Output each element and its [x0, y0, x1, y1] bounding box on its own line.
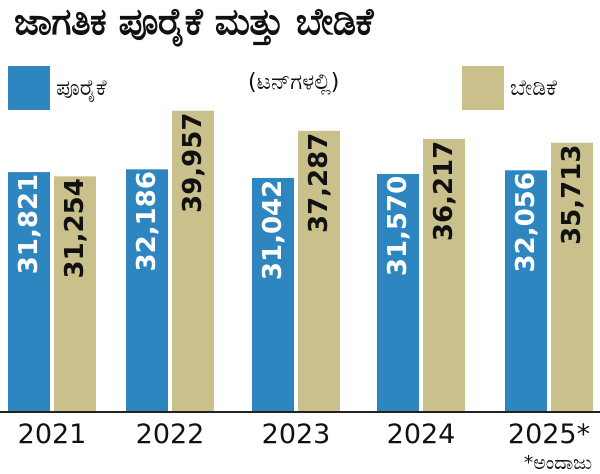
- footnote: *ಅಂದಾಜು: [523, 452, 592, 474]
- x-tick-label-2024: 2024: [387, 419, 456, 450]
- legend-supply: ಪೂರೈಕೆ: [8, 66, 107, 110]
- demand-bar-2025*: [551, 142, 593, 412]
- demand-bar-2022: [172, 110, 214, 413]
- supply-value-label-2023: 31,042: [258, 180, 288, 280]
- legend-swatch-supply: [8, 66, 50, 110]
- demand-value-label-2025*: 35,713: [557, 145, 587, 245]
- chart-subtitle: (ಟನ್‌ಗಳಲ್ಲಿ): [248, 70, 340, 95]
- legend-demand: ಬೇಡಿಕೆ: [462, 66, 557, 110]
- supply-bar-2021: [8, 172, 50, 412]
- x-tick-label-2022: 2022: [136, 419, 205, 450]
- x-tick-label-2025*: 2025*: [508, 419, 590, 450]
- supply-value-label-2021: 31,821: [14, 174, 44, 274]
- supply-bar-2022: [126, 169, 168, 412]
- x-tick-label-2021: 2021: [18, 419, 87, 450]
- demand-value-label-2024: 36,217: [429, 141, 459, 241]
- supply-bar-2023: [252, 177, 294, 412]
- demand-bar-2021: [54, 176, 96, 412]
- demand-value-label-2022: 39,957: [178, 113, 208, 213]
- supply-value-label-2025*: 32,056: [511, 172, 541, 272]
- supply-bar-2024: [377, 173, 419, 412]
- demand-bar-2023: [298, 130, 340, 412]
- demand-bar-2024: [423, 138, 465, 412]
- demand-value-label-2021: 31,254: [60, 178, 90, 278]
- legend-swatch-demand: [462, 66, 504, 110]
- legend-label-demand: ಬೇಡಿಕೆ: [510, 75, 557, 101]
- chart-title: ಜಾಗತಿಕ ಪೂರೈಕೆ ಮತ್ತು ಬೇಡಿಕೆ: [14, 0, 374, 43]
- legend-label-supply: ಪೂರೈಕೆ: [56, 75, 107, 101]
- supply-bar-2025*: [505, 170, 547, 412]
- x-tick-label-2023: 2023: [262, 419, 331, 450]
- supply-value-label-2022: 32,186: [132, 171, 162, 271]
- supply-value-label-2024: 31,570: [383, 176, 413, 276]
- demand-value-label-2023: 37,287: [304, 133, 334, 233]
